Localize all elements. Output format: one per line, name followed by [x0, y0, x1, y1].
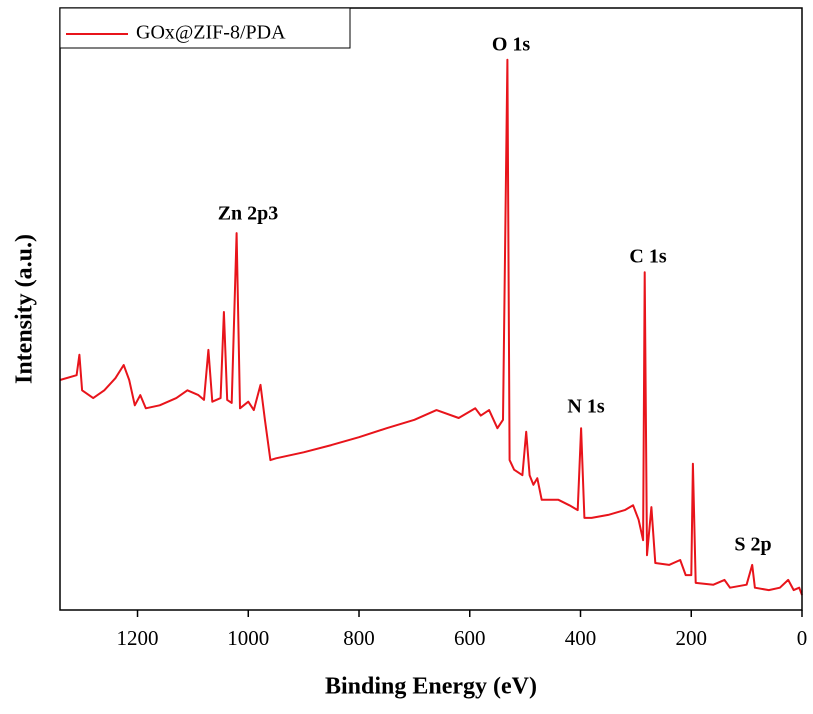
peak-annotation: N 1s [567, 396, 604, 418]
peak-annotation: S 2p [734, 534, 771, 556]
peak-annotation: Zn 2p3 [218, 203, 279, 225]
peak-annotation: C 1s [629, 246, 666, 268]
x-tick-label: 200 [676, 626, 708, 650]
x-tick-label: 400 [565, 626, 597, 650]
peak-annotation: O 1s [492, 34, 531, 56]
legend-box [59, 7, 351, 49]
x-tick-label: 1200 [117, 626, 159, 650]
x-tick-label: 600 [454, 626, 486, 650]
legend-label: GOx@ZIF-8/PDA [136, 22, 286, 44]
x-axis-label: Binding Energy (eV) [325, 674, 537, 700]
plot-frame [59, 7, 803, 611]
y-axis-label: Intensity (a.u.) [12, 234, 38, 384]
spectrum-line [59, 58, 803, 596]
x-tick-label: 1000 [227, 626, 269, 650]
x-tick-label: 0 [797, 626, 808, 650]
x-tick-label: 800 [343, 626, 375, 650]
